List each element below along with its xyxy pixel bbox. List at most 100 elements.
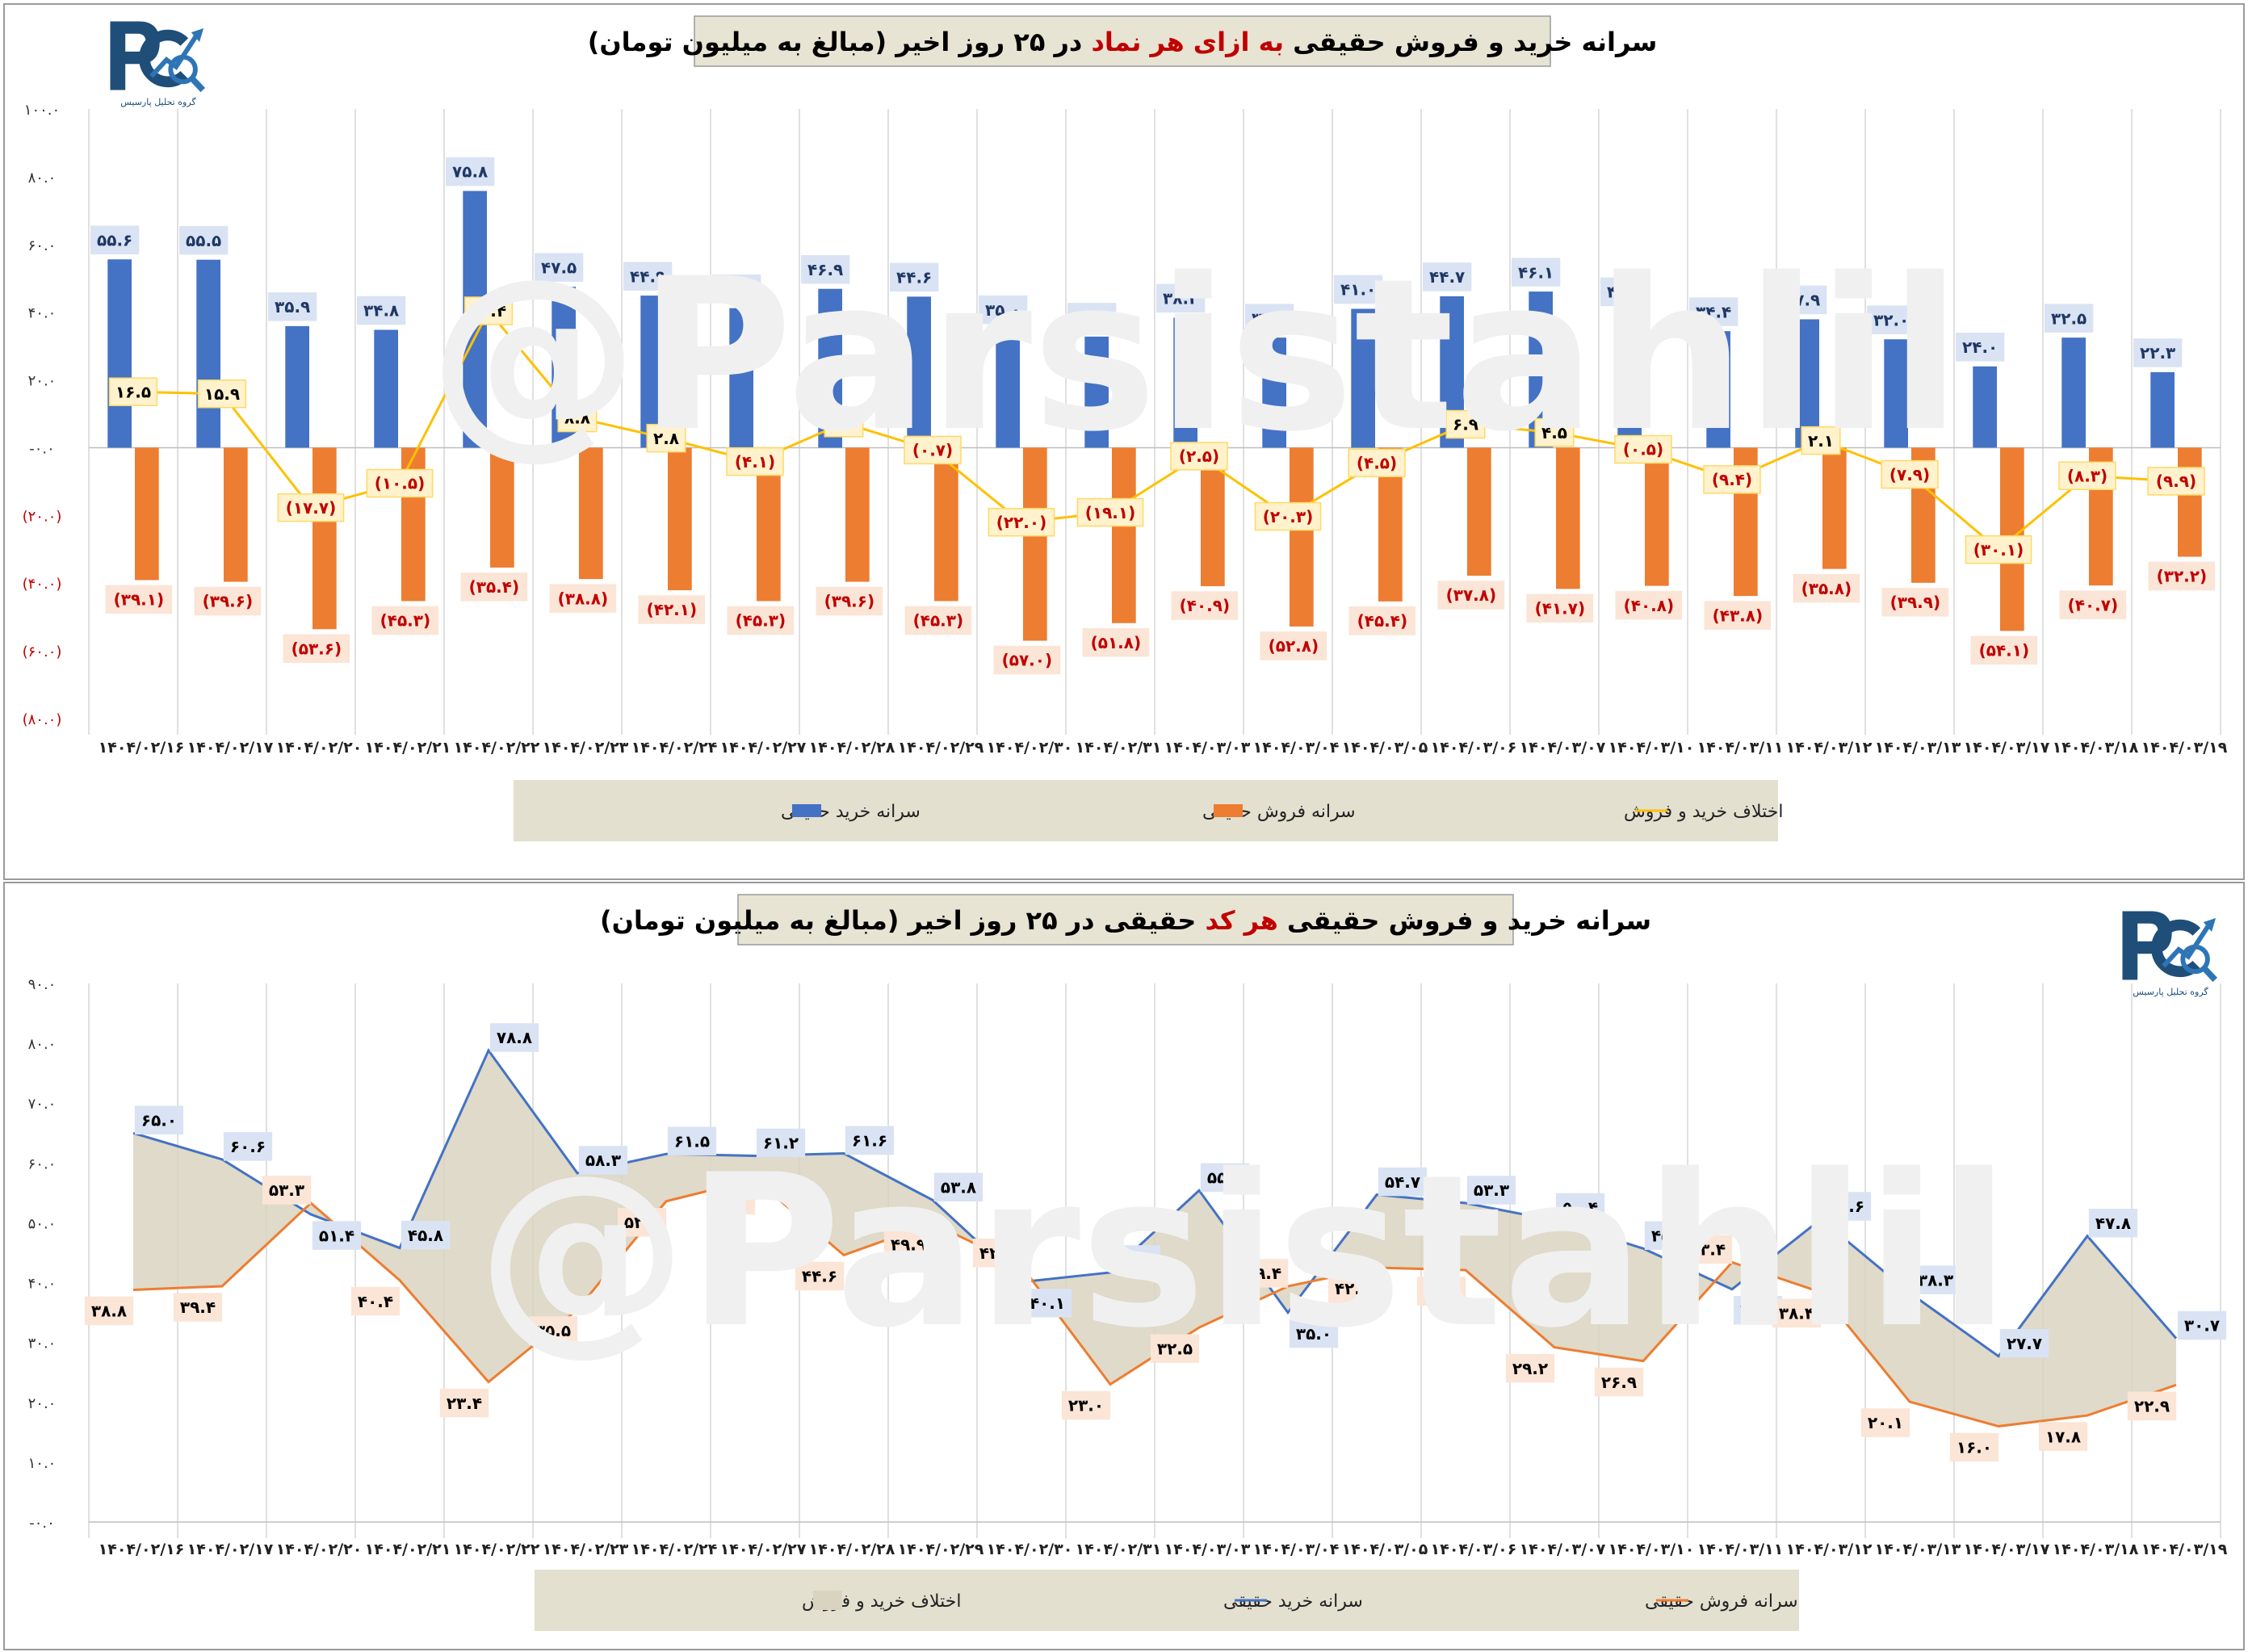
- chart2-sell-label-box: [1860, 1408, 1910, 1437]
- chart2-watermark: @Parsistahlil: [477, 1130, 2010, 1374]
- chart1-sell-label-box: [904, 606, 972, 635]
- chart1-legend-box: [514, 780, 1778, 841]
- chart1-buy-bar: [729, 308, 753, 448]
- logo-magnifier-handle: [2201, 966, 2218, 983]
- chart2-x-tick: ۱۴۰۴/۰۲/۲۳: [543, 1541, 629, 1558]
- chart1-watermark: @Parsistahlil: [429, 234, 1961, 478]
- chart1-sell-label: (۳۹.۱): [114, 590, 165, 610]
- chart1-y-tick: ۶۰.۰: [28, 237, 57, 254]
- chart1-diff-label: ۸.۸: [564, 409, 590, 428]
- chart1-diff-label: (۲۲.۰): [996, 513, 1047, 532]
- chart1-diff-label: ۲.۱: [1808, 431, 1834, 451]
- chart1-sell-bar: [934, 447, 958, 602]
- chart2-title: سرانه خرید و فروش حقیقی هر کد حقیقی در ۲…: [600, 905, 1651, 936]
- chart1-buy-bar: [1084, 336, 1109, 448]
- chart1-diff-label-box: [1965, 535, 2032, 564]
- chart2-buy-label-box: [2177, 1310, 2227, 1340]
- chart1-buy-label: ۳۷.۹: [1785, 291, 1820, 310]
- chart1-buy-label: ۲۴.۰: [1962, 338, 1998, 357]
- chart1-diff-label-box: [1170, 442, 1228, 471]
- chart1-buy-label: ۵۵.۵: [186, 231, 221, 250]
- chart1-diff-label: ۶.۹: [1453, 415, 1478, 434]
- chart1-diff-label-box: [824, 409, 864, 438]
- chart2-sell-label: ۳۸.۸: [91, 1302, 127, 1321]
- chart1-sell-bar: [224, 447, 248, 582]
- chart1-diff-label: (۱۷.۷): [286, 498, 337, 518]
- chart1-sell-bar: [668, 447, 692, 591]
- chart2-diff-area: [133, 1050, 2176, 1427]
- chart1-buy-label-box: [1867, 305, 1916, 334]
- chart1-diff-label: ۴.۵: [1541, 423, 1567, 442]
- chart1-sell-label: (۴۵.۳): [913, 611, 964, 631]
- chart2-plot: ۹۰.۰ ۸۰.۰ ۷۰.۰ ۶۰.۰ ۵۰.۰ ۴۰.۰ ۳۰.۰ ۲۰.۰ ۱۰.۰ -۰.۰…: [28, 976, 2228, 1558]
- chart1-sell-label: (۴۲.۱): [647, 600, 698, 619]
- chart2-sell-label-box: [1150, 1334, 1200, 1363]
- chart1-x-tick: ۱۴۰۴/۰۲/۲۱: [365, 739, 451, 757]
- chart1-sell-label-box: [2148, 561, 2216, 591]
- chart1-buy-bar: [1973, 366, 1997, 448]
- chart1-diff-label-box: [1254, 501, 1322, 531]
- chart1-x-tick: ۱۴۰۴/۰۳/۱۲: [1786, 739, 1873, 757]
- chart1-diff-label-box: [463, 296, 514, 325]
- chart1-sell-label: (۳۷.۸): [1446, 585, 1497, 605]
- chart1-sell-bar: [1645, 447, 1669, 586]
- chart1-y-tick: ۲۰.۰: [28, 373, 57, 390]
- chart1-sell-label: (۴۵.۴): [1357, 611, 1408, 631]
- chart1-diff-label-box: [1614, 434, 1672, 464]
- chart1-diff-label-box: [1801, 426, 1841, 455]
- chart1-sell-label: (۵۲.۸): [1269, 636, 1319, 656]
- chart2-buy-label-box: [223, 1132, 273, 1161]
- chart1-sell-label-box: [1171, 591, 1239, 620]
- chart1-diff-label: ۷.۳: [831, 413, 857, 433]
- chart1-buy-bar: [640, 296, 665, 448]
- chart2-x-tick: ۱۴۰۴/۰۲/۲۰: [276, 1541, 363, 1558]
- chart1-sell-label-box: [816, 586, 883, 616]
- chart1-sell-label-box: [1615, 590, 1683, 620]
- chart2-legend-box: [535, 1570, 1799, 1631]
- chart2-x-tick: ۱۴۰۴/۰۳/۱۱: [1697, 1541, 1784, 1558]
- chart1-buy-label: ۳۵.۰: [985, 300, 1021, 320]
- chart2-y-tick: ۵۰.۰: [28, 1215, 57, 1232]
- chart1-diff-label-box: [366, 468, 434, 498]
- chart1-diff-label-box: [557, 403, 598, 433]
- chart2-sell-label: ۱۶.۰: [1957, 1438, 1992, 1457]
- chart1-x-tick: ۱۴۰۴/۰۲/۲۴: [631, 739, 718, 757]
- chart2-sell-label-box: [262, 1176, 312, 1205]
- chart2-buy-label-box: [1910, 1265, 1961, 1294]
- chart1-buy-label-box: [623, 262, 673, 291]
- chart2-sell-label-box: [173, 1293, 223, 1322]
- chart1-x-tick: ۱۴۰۴/۰۳/۰۵: [1342, 739, 1428, 757]
- chart1-y-tick: (۴۰.۰): [23, 576, 62, 593]
- chart1-sell-label-box: [1704, 601, 1772, 630]
- chart2-buy-label-box: [845, 1126, 895, 1155]
- chart2-legend-swatch: [813, 1591, 842, 1610]
- chart1-sell-label-box: [1970, 635, 2038, 665]
- chart1-diff-label: ۴۰.۴: [471, 301, 506, 321]
- chart1-buy-label: ۷۵.۸: [452, 162, 488, 182]
- chart1-sell-label: (۴۰.۹): [1180, 596, 1231, 615]
- chart1-sell-label-box: [1260, 631, 1327, 660]
- chart2-buy-label: ۶۰.۶: [230, 1137, 266, 1156]
- chart2-buy-label: ۶۵.۰: [141, 1110, 177, 1130]
- chart1-diff-label: (۳۰.۱): [1973, 540, 2024, 560]
- chart1-diff-label: (۰.۵): [1623, 440, 1663, 459]
- chart2-buy-label-box: [2088, 1208, 2138, 1238]
- chart2-sell-label: ۴۲.۸: [979, 1243, 1015, 1263]
- chart2-sell-label: ۳۸.۴: [1779, 1304, 1814, 1323]
- logo-magnifier-handle: [189, 76, 206, 93]
- chart1-buy-label: ۴۴.۹: [630, 266, 665, 286]
- chart1-y-tick: ۸۰.۰: [28, 170, 57, 187]
- chart1-buy-label: ۴۷.۵: [541, 258, 577, 277]
- chart1-diff-label: ۲.۸: [653, 429, 679, 448]
- chart1-diff-label: (۲۰.۳): [1263, 507, 1314, 526]
- chart2-buy-label-box: [756, 1128, 806, 1158]
- chart2-sell-label: ۳۹.۴: [180, 1298, 216, 1317]
- chart2-buy-line: [132, 1048, 2178, 1358]
- chart1-x-tick: ۱۴۰۴/۰۲/۳۱: [1076, 739, 1162, 757]
- chart2-sell-label-box: [2038, 1422, 2088, 1451]
- chart2-buy-label: ۳۵.۰: [1296, 1324, 1332, 1344]
- chart1-sell-label-box: [1526, 593, 1594, 623]
- chart2-title-part: هر کد: [1205, 905, 1277, 936]
